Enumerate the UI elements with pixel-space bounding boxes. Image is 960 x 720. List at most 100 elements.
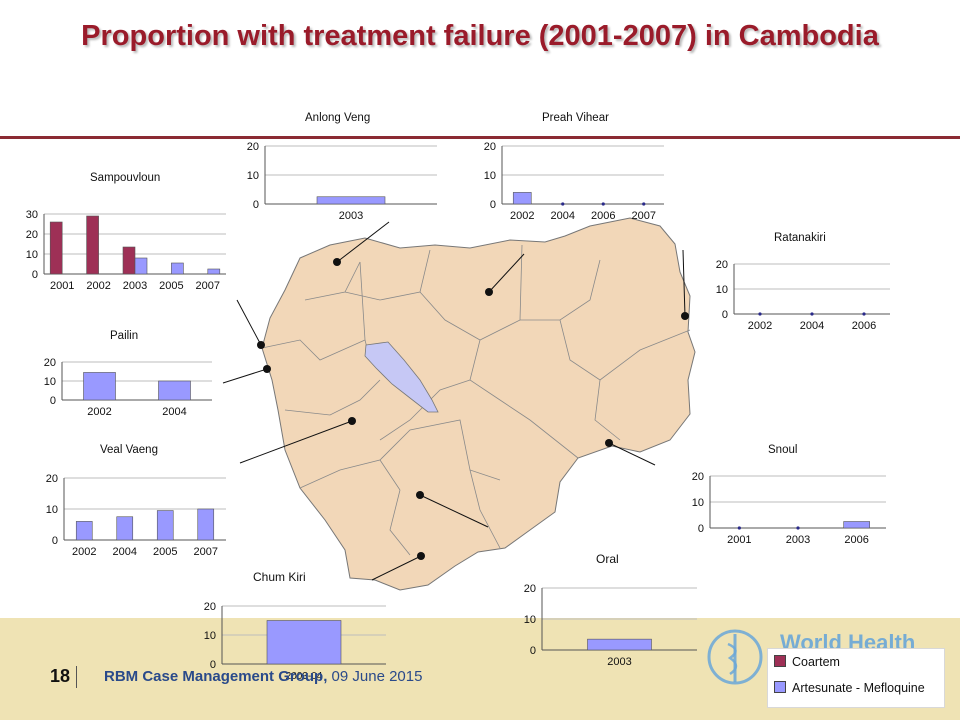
x-tick-label: 2004	[800, 320, 824, 332]
bar	[266, 620, 342, 665]
x-tick-label: 2002	[748, 320, 772, 332]
legend-label: Coartem	[792, 655, 840, 669]
y-tick-label: 10	[247, 170, 259, 182]
site-marker	[605, 439, 613, 447]
zero-point	[737, 526, 741, 530]
chart-chum-kiri: 0 10 20 2003-04	[170, 598, 390, 690]
x-tick-label: 2004	[551, 210, 575, 222]
zero-point	[796, 526, 800, 530]
y-tick-label: 20	[46, 473, 58, 485]
chart-plot: 0 10 20 2002 2004 2006 2007	[484, 141, 664, 222]
x-tick-label: 2004	[113, 546, 137, 558]
map-label-chum-kiri: Chum Kiri	[253, 570, 306, 584]
y-tick-label: 0	[52, 535, 58, 547]
chart-title: Ratanakiri	[774, 232, 826, 244]
cambodia-outline	[261, 217, 696, 591]
chart-plot: 0 10 20 2003	[247, 141, 437, 222]
x-tick-label: 2003	[339, 210, 363, 222]
y-tick-label: 10	[484, 170, 496, 182]
y-tick-label: 20	[26, 229, 38, 241]
title-rule	[0, 136, 960, 139]
chart-plot: 0 10 20 2002 2004	[44, 357, 212, 418]
chart-title: Preah Vihear	[542, 112, 609, 124]
chart-pailin: Pailin 0 10 20 2002 2004	[30, 328, 220, 426]
site-marker	[681, 312, 689, 320]
x-tick-label: 2003	[607, 656, 631, 668]
bar	[207, 268, 221, 275]
bar	[843, 521, 870, 529]
chart-legend: Coartem Artesunate - Mefloquine	[767, 648, 945, 708]
zero-point	[601, 202, 605, 206]
chart-title: Snoul	[768, 444, 798, 456]
leader-lines	[222, 221, 686, 581]
legend-item-artesunate: Artesunate - Mefloquine	[774, 681, 925, 695]
site-marker	[333, 258, 341, 266]
bar	[122, 246, 136, 275]
bar	[158, 380, 191, 401]
y-tick-label: 0	[530, 645, 536, 657]
map-label-oral: Oral	[596, 552, 619, 566]
y-tick-label: 0	[490, 199, 496, 211]
chart-sampouvloun: Sampouvloun 0 10 20 30 2001 2002 2003 2005 2007	[20, 168, 230, 298]
y-tick-label: 10	[716, 284, 728, 296]
x-tick-label: 2002	[72, 546, 96, 558]
x-tick-label: 2002	[87, 406, 111, 418]
bar	[49, 221, 63, 275]
zero-point	[561, 202, 565, 206]
zero-point	[758, 312, 762, 316]
bar	[197, 508, 215, 541]
site-marker	[417, 552, 425, 560]
bar	[83, 372, 116, 401]
y-tick-label: 10	[26, 249, 38, 261]
x-tick-label: 2003	[786, 534, 810, 546]
x-tick-label: 2003	[123, 280, 147, 292]
x-tick-label: 2005	[153, 546, 177, 558]
bar	[587, 638, 652, 651]
y-tick-label: 20	[484, 141, 496, 153]
y-tick-label: 20	[44, 357, 56, 369]
tonle-sap-lake	[364, 341, 439, 413]
chart-preah-vihear: Preah Vihear 0 10 20 2002 2004 2006 2007	[478, 108, 678, 234]
legend-label: Artesunate - Mefloquine	[792, 681, 925, 695]
x-tick-label: 2004	[162, 406, 186, 418]
bar	[316, 196, 386, 205]
x-tick-label: 2007	[194, 546, 218, 558]
site-marker	[348, 417, 356, 425]
site-marker	[263, 365, 271, 373]
bar	[156, 510, 174, 541]
chart-snoul: Snoul 0 10 20 2001 2003 2006	[680, 440, 890, 558]
x-tick-label: 2006	[591, 210, 615, 222]
footer-group: RBM Case Management Group,	[104, 668, 328, 685]
y-tick-label: 30	[26, 209, 38, 221]
y-tick-label: 0	[698, 523, 704, 535]
x-tick-label: 2007	[632, 210, 656, 222]
site-marker	[416, 491, 424, 499]
y-tick-label: 0	[253, 199, 259, 211]
x-tick-label: 2005	[159, 280, 183, 292]
y-tick-label: 10	[204, 630, 216, 642]
zero-point	[862, 312, 866, 316]
chart-title: Pailin	[110, 330, 139, 342]
bar	[171, 262, 184, 275]
legend-item-coartem: Coartem	[774, 655, 840, 669]
y-tick-label: 0	[210, 659, 216, 671]
chart-veal-vaeng: Veal Vaeng 0 10 20 2002 2004 2005 2007	[30, 440, 230, 570]
y-tick-label: 0	[722, 309, 728, 321]
site-markers	[257, 258, 689, 560]
y-tick-label: 10	[692, 497, 704, 509]
site-marker	[257, 341, 265, 349]
who-emblem-icon	[707, 629, 763, 685]
chart-plot: 0 10 20 2002 2004 2006	[716, 259, 890, 332]
x-tick-label: 2003-04	[286, 671, 323, 682]
chart-plot: 0 10 20 2003	[524, 583, 697, 668]
slide-number: 18	[50, 666, 71, 686]
y-tick-label: 20	[524, 583, 536, 595]
y-tick-label: 20	[247, 141, 259, 153]
chart-plot: 0 10 20 2003-04	[204, 601, 386, 682]
bar	[512, 192, 532, 205]
chart-ratanakiri: Ratanakiri 0 10 20 2002 2004 2006	[700, 230, 900, 342]
bar	[134, 257, 148, 275]
y-tick-label: 0	[50, 395, 56, 407]
zero-point	[642, 202, 646, 206]
